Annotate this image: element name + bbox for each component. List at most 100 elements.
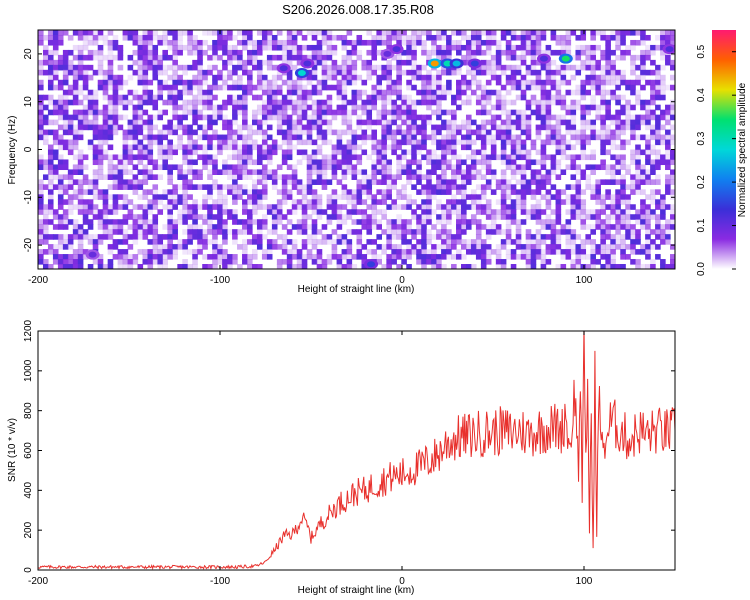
spectrogram-cell (92, 189, 99, 195)
spectrogram-cell (446, 179, 452, 185)
spectrogram-cell (391, 219, 397, 225)
spectrogram-cell (336, 239, 343, 245)
spectrogram-cell (117, 159, 124, 166)
spectrogram-cell (42, 209, 49, 215)
spectrogram-cell (47, 209, 54, 215)
spectrogram-cell (535, 149, 542, 156)
spectrogram-cell (356, 244, 363, 250)
spectrogram-cell (505, 209, 512, 215)
spectrogram-cell (630, 149, 636, 156)
spectrogram-cell (645, 214, 651, 220)
spectrogram-cell (336, 134, 343, 141)
spectrogram-cell (605, 219, 611, 225)
spectrogram-cell (416, 139, 422, 146)
spectrogram-cell (162, 204, 168, 210)
spectrogram-cell (650, 264, 656, 269)
spectrogram-cell (232, 109, 238, 116)
spectrogram-cell (67, 184, 74, 190)
spectrogram-cell (495, 114, 502, 121)
spectrogram-cell (167, 89, 173, 96)
spectrogram-cell (296, 59, 303, 66)
spectrogram-cell (620, 224, 626, 230)
spectrogram-cell (296, 104, 303, 111)
spectrogram-cell (371, 219, 378, 225)
spectrogram-cell (610, 264, 616, 269)
spectrogram-cell (351, 134, 358, 141)
spectrogram-cell (421, 249, 427, 255)
spectrogram-cell (286, 259, 293, 265)
spectrogram-cell (132, 229, 139, 235)
snr-x-tick-label: 0 (399, 576, 405, 587)
spectrogram-cell (38, 209, 44, 215)
spectrogram-cell (92, 39, 99, 46)
spectrogram-cell (42, 59, 49, 66)
spectrogram-cell (331, 229, 338, 235)
spectrogram-cell (635, 74, 641, 81)
colorbar-tick-label: 0.5 (696, 44, 707, 58)
spectrogram-cell (545, 89, 552, 96)
spectrogram-cell (301, 99, 308, 106)
spectrogram-cell (356, 254, 363, 260)
spectrogram-cell (52, 69, 59, 76)
spectrogram-cell (227, 134, 233, 141)
spectrogram-cell (575, 259, 582, 265)
spectrogram-cell (426, 219, 432, 225)
spectrogram-cell (167, 124, 173, 131)
spectrogram-cell (192, 249, 198, 255)
spectrogram-cell (515, 134, 522, 141)
spectrogram-cell (396, 169, 402, 175)
spectrogram-cell (321, 134, 328, 141)
spectrogram-cell (595, 74, 601, 81)
spectrogram-cell (227, 154, 233, 161)
spectrogram-cell (376, 189, 382, 195)
spectrogram-cell (461, 199, 467, 205)
spectrogram-cell (336, 234, 343, 240)
spectrogram-cell (426, 30, 432, 36)
spectrogram-cell (232, 119, 238, 126)
spectrogram-cell (625, 184, 631, 190)
spectrogram-cell (296, 84, 303, 91)
spectrogram-cell (247, 174, 253, 180)
spectrogram-cell (436, 199, 442, 205)
spectrogram-cell (391, 184, 397, 190)
spectrogram-cell (172, 199, 178, 205)
spectrogram-cell (137, 39, 144, 46)
spectrogram-cell (625, 224, 631, 230)
spectrogram-cell (436, 139, 442, 146)
spectrogram-cell (475, 34, 482, 41)
spectrogram-cell (291, 174, 298, 180)
spectrogram-cell (585, 119, 591, 126)
spectrogram-cell (296, 54, 303, 61)
spectrogram-cell (406, 239, 412, 245)
spectrogram-cell (660, 194, 666, 200)
spectrogram-cell (361, 99, 368, 106)
spectrogram-cell (535, 179, 542, 185)
spectrogram-cell (610, 214, 616, 220)
spectrogram-cell (301, 219, 308, 225)
spectrogram-cell (251, 239, 258, 245)
spectrogram-cell (356, 104, 363, 111)
spectrogram-cell (311, 34, 318, 41)
spectrogram-cell (142, 229, 149, 235)
spectrogram-cell (515, 79, 522, 86)
spectrogram-cell (142, 109, 149, 116)
spectrogram-cell (217, 54, 223, 61)
spectrogram-cell (630, 89, 636, 96)
spectrogram-cell (421, 94, 427, 101)
spectrogram-cell (192, 214, 198, 220)
spectrogram-cell (232, 254, 238, 260)
spectrogram-hotspot (443, 60, 452, 67)
spectrogram-cell (401, 184, 407, 190)
spectrogram-cell (147, 204, 154, 210)
spectrogram-cell (311, 89, 318, 96)
spectrogram-cell (391, 89, 397, 96)
spectrogram-cell (107, 119, 114, 126)
spectrogram-cell (242, 164, 248, 171)
spectrogram-cell (446, 119, 452, 126)
spectrogram-cell (441, 249, 447, 255)
spectrogram-cell (92, 30, 99, 36)
spectrogram-cell (381, 109, 387, 116)
spectrogram-cell (366, 184, 373, 190)
spectrogram-cell (232, 164, 238, 171)
spectrogram-cell (286, 129, 293, 136)
